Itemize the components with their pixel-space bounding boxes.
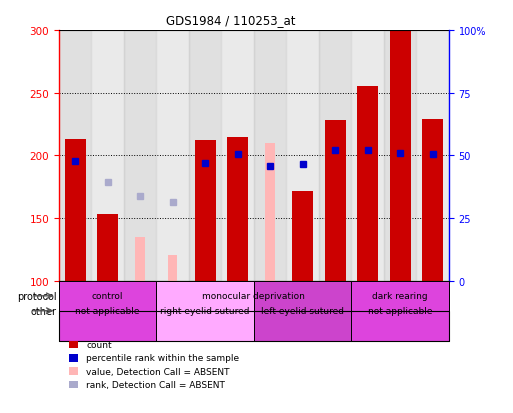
Bar <box>156 31 189 281</box>
Bar <box>351 31 384 281</box>
Text: protocol: protocol <box>17 291 56 301</box>
Text: value, Detection Call = ABSENT: value, Detection Call = ABSENT <box>86 367 230 376</box>
Text: rank, Detection Call = ABSENT: rank, Detection Call = ABSENT <box>86 380 225 389</box>
Bar <box>325 121 346 281</box>
Bar <box>292 191 313 281</box>
Bar <box>59 31 91 281</box>
Text: other: other <box>30 306 56 316</box>
Bar <box>422 120 443 281</box>
Text: GDS1984 / 110253_at: GDS1984 / 110253_at <box>166 14 295 27</box>
Bar <box>65 140 86 281</box>
Bar <box>194 141 216 281</box>
Bar <box>254 31 286 281</box>
Text: right eyelid sutured: right eyelid sutured <box>161 306 250 316</box>
Bar <box>189 31 222 281</box>
Text: percentile rank within the sample: percentile rank within the sample <box>86 354 239 363</box>
Bar <box>357 87 378 281</box>
Text: not applicable: not applicable <box>75 306 140 316</box>
Bar <box>168 255 177 281</box>
Bar <box>286 31 319 281</box>
Text: left eyelid sutured: left eyelid sutured <box>261 306 344 316</box>
Text: count: count <box>86 340 112 349</box>
Bar <box>265 144 275 281</box>
Text: control: control <box>92 292 124 301</box>
Text: not applicable: not applicable <box>368 306 432 316</box>
Bar <box>389 32 411 281</box>
Bar <box>222 31 254 281</box>
Bar <box>319 31 351 281</box>
Bar <box>417 31 449 281</box>
Bar <box>91 31 124 281</box>
Bar <box>384 31 417 281</box>
Bar <box>135 237 145 281</box>
Bar <box>97 215 119 281</box>
Text: dark rearing: dark rearing <box>372 292 428 301</box>
Text: monocular deprivation: monocular deprivation <box>203 292 305 301</box>
Bar <box>124 31 156 281</box>
Bar <box>227 138 248 281</box>
